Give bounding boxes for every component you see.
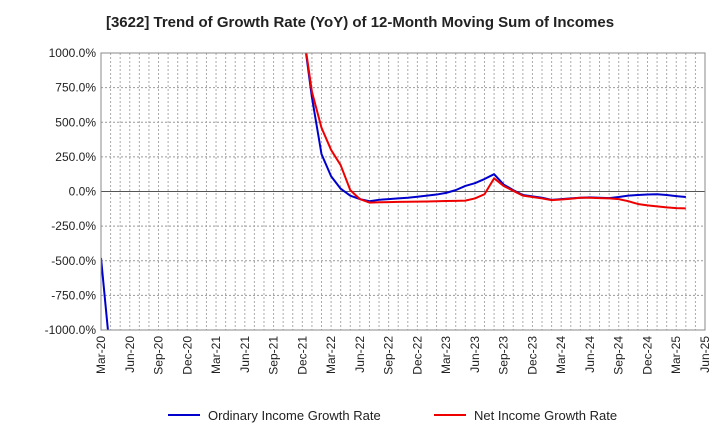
series-lines [101,53,686,330]
x-tick-label: Jun-20 [123,336,137,373]
y-tick-label: 0.0% [69,185,97,199]
x-tick-label: Jun-21 [238,336,252,373]
x-tick-label: Mar-22 [324,336,338,374]
y-tick-label: 750.0% [55,81,96,95]
x-tick-label: Mar-21 [209,336,223,374]
x-tick-label: Dec-20 [180,336,194,375]
legend-label: Net Income Growth Rate [474,408,617,423]
x-tick-label: Dec-21 [295,336,309,375]
x-tick-label: Sep-23 [497,336,511,375]
x-tick-label: Mar-20 [94,336,108,374]
x-tick-label: Mar-24 [554,336,568,374]
x-tick-label: Jun-25 [698,336,712,373]
x-tick-label: Sep-22 [382,336,396,375]
x-axis-ticks: Mar-20 Jun-20 Sep-20 Dec-20 Mar-21 Jun-21 Sep-… [94,336,712,375]
y-tick-label: -250.0% [51,219,96,233]
y-tick-label: -500.0% [51,254,96,268]
x-tick-label: Mar-25 [669,336,683,374]
x-tick-label: Jun-22 [353,336,367,373]
y-tick-label: 500.0% [55,115,96,129]
x-tick-label: Sep-24 [612,336,626,375]
legend: Ordinary Income Growth Rate Net Income Gr… [168,408,617,423]
y-tick-label: 250.0% [55,150,96,164]
x-tick-label: Mar-23 [439,336,453,374]
chart-title: [3622] Trend of Growth Rate (YoY) of 12-… [105,14,615,31]
x-tick-label: Sep-20 [152,336,166,375]
x-tick-label: Jun-23 [468,336,482,373]
x-tick-label: Jun-24 [583,336,597,373]
legend-label: Ordinary Income Growth Rate [208,408,381,423]
plot-border [100,52,706,331]
y-tick-label: -1000.0% [45,323,97,337]
x-tick-label: Dec-22 [410,336,424,375]
x-tick-label: Dec-23 [525,336,539,375]
x-tick-label: Dec-24 [640,336,654,375]
y-tick-label: -750.0% [51,288,96,302]
series-line-net-income [305,53,686,210]
grid-lines [101,53,705,330]
y-axis-ticks: 1000.0% 750.0% 500.0% 250.0% 0.0% -250.0% -500… [45,46,97,337]
y-tick-label: 1000.0% [49,46,97,60]
x-tick-label: Sep-21 [267,336,281,375]
